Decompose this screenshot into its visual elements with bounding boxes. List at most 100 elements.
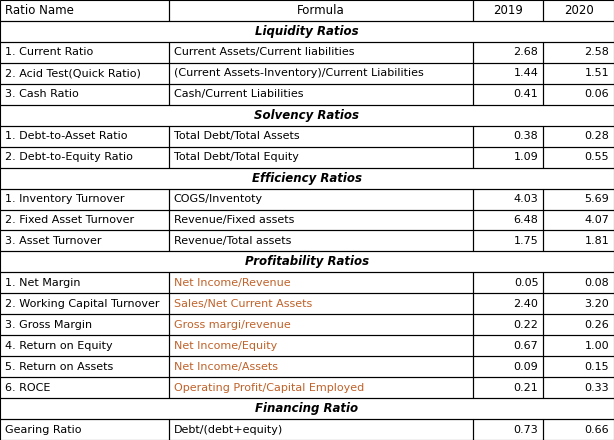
Bar <box>0 251 614 272</box>
Text: 5. Return on Assets: 5. Return on Assets <box>5 362 113 372</box>
Bar <box>0 419 169 440</box>
Bar <box>543 377 614 398</box>
Bar <box>0 105 614 126</box>
Bar <box>473 377 543 398</box>
Text: 4.03: 4.03 <box>514 194 538 204</box>
Bar <box>0 272 169 293</box>
Bar <box>169 42 473 63</box>
Bar <box>543 0 614 21</box>
Bar <box>473 335 543 356</box>
Text: Gross margi/revenue: Gross margi/revenue <box>174 320 290 330</box>
Bar <box>169 377 473 398</box>
Bar <box>473 126 543 147</box>
Bar <box>473 42 543 63</box>
Text: 2. Working Capital Turnover: 2. Working Capital Turnover <box>5 299 160 309</box>
Bar <box>0 42 169 63</box>
Bar <box>0 63 169 84</box>
Bar <box>543 63 614 84</box>
Bar <box>169 419 473 440</box>
Bar <box>0 231 169 251</box>
Bar <box>543 147 614 168</box>
Bar <box>0 231 169 251</box>
Bar <box>169 335 473 356</box>
Bar <box>0 335 169 356</box>
Bar <box>0 84 169 105</box>
Bar <box>0 398 614 419</box>
Text: 3. Asset Turnover: 3. Asset Turnover <box>5 236 101 246</box>
Bar <box>473 272 543 293</box>
Bar <box>543 293 614 314</box>
Bar <box>473 126 543 147</box>
Bar <box>473 209 543 231</box>
Bar <box>0 189 169 209</box>
Text: Formula: Formula <box>297 4 344 17</box>
Bar <box>169 0 473 21</box>
Bar <box>473 314 543 335</box>
Bar <box>543 189 614 209</box>
Text: (Current Assets-Inventory)/Current Liabilities: (Current Assets-Inventory)/Current Liabi… <box>174 68 424 78</box>
Bar <box>0 126 169 147</box>
Bar <box>473 63 543 84</box>
Bar <box>543 419 614 440</box>
Bar <box>0 209 169 231</box>
Text: Cash/Current Liabilities: Cash/Current Liabilities <box>174 89 303 99</box>
Bar <box>169 272 473 293</box>
Bar <box>0 189 169 209</box>
Bar <box>0 168 614 189</box>
Bar <box>473 42 543 63</box>
Bar <box>543 356 614 377</box>
Text: 1. Current Ratio: 1. Current Ratio <box>5 48 93 57</box>
Bar <box>543 314 614 335</box>
Bar <box>169 335 473 356</box>
Bar <box>169 147 473 168</box>
Bar <box>543 209 614 231</box>
Text: 0.05: 0.05 <box>514 278 538 288</box>
Text: Net Income/Equity: Net Income/Equity <box>174 341 277 351</box>
Bar <box>473 209 543 231</box>
Bar <box>473 147 543 168</box>
Text: 0.73: 0.73 <box>514 425 538 435</box>
Text: 2019: 2019 <box>493 4 523 17</box>
Text: Solvency Ratios: Solvency Ratios <box>254 109 360 122</box>
Bar <box>169 293 473 314</box>
Bar <box>473 189 543 209</box>
Bar <box>0 314 169 335</box>
Bar <box>169 0 473 21</box>
Bar <box>473 84 543 105</box>
Bar <box>473 0 543 21</box>
Text: 2. Acid Test(Quick Ratio): 2. Acid Test(Quick Ratio) <box>5 68 141 78</box>
Bar <box>0 377 169 398</box>
Bar <box>473 293 543 314</box>
Bar <box>473 419 543 440</box>
Text: 0.55: 0.55 <box>585 152 609 162</box>
Bar <box>543 126 614 147</box>
Bar <box>543 0 614 21</box>
Bar <box>543 293 614 314</box>
Bar <box>0 168 614 189</box>
Bar <box>473 377 543 398</box>
Bar <box>0 419 169 440</box>
Bar <box>0 314 169 335</box>
Text: 3. Cash Ratio: 3. Cash Ratio <box>5 89 79 99</box>
Text: 0.41: 0.41 <box>514 89 538 99</box>
Bar <box>169 209 473 231</box>
Bar <box>169 314 473 335</box>
Bar <box>543 209 614 231</box>
Text: 1. Inventory Turnover: 1. Inventory Turnover <box>5 194 125 204</box>
Text: 4.07: 4.07 <box>584 215 609 225</box>
Bar <box>473 231 543 251</box>
Bar <box>473 63 543 84</box>
Text: 1. Net Margin: 1. Net Margin <box>5 278 80 288</box>
Bar <box>169 293 473 314</box>
Bar <box>543 231 614 251</box>
Text: 1.09: 1.09 <box>514 152 538 162</box>
Text: 2. Debt-to-Equity Ratio: 2. Debt-to-Equity Ratio <box>5 152 133 162</box>
Text: Sales/Net Current Assets: Sales/Net Current Assets <box>174 299 312 309</box>
Bar <box>169 209 473 231</box>
Text: Operating Profit/Capital Employed: Operating Profit/Capital Employed <box>174 383 364 392</box>
Text: 2.40: 2.40 <box>513 299 538 309</box>
Bar <box>543 126 614 147</box>
Text: 0.06: 0.06 <box>585 89 609 99</box>
Text: Revenue/Fixed assets: Revenue/Fixed assets <box>174 215 294 225</box>
Bar <box>169 419 473 440</box>
